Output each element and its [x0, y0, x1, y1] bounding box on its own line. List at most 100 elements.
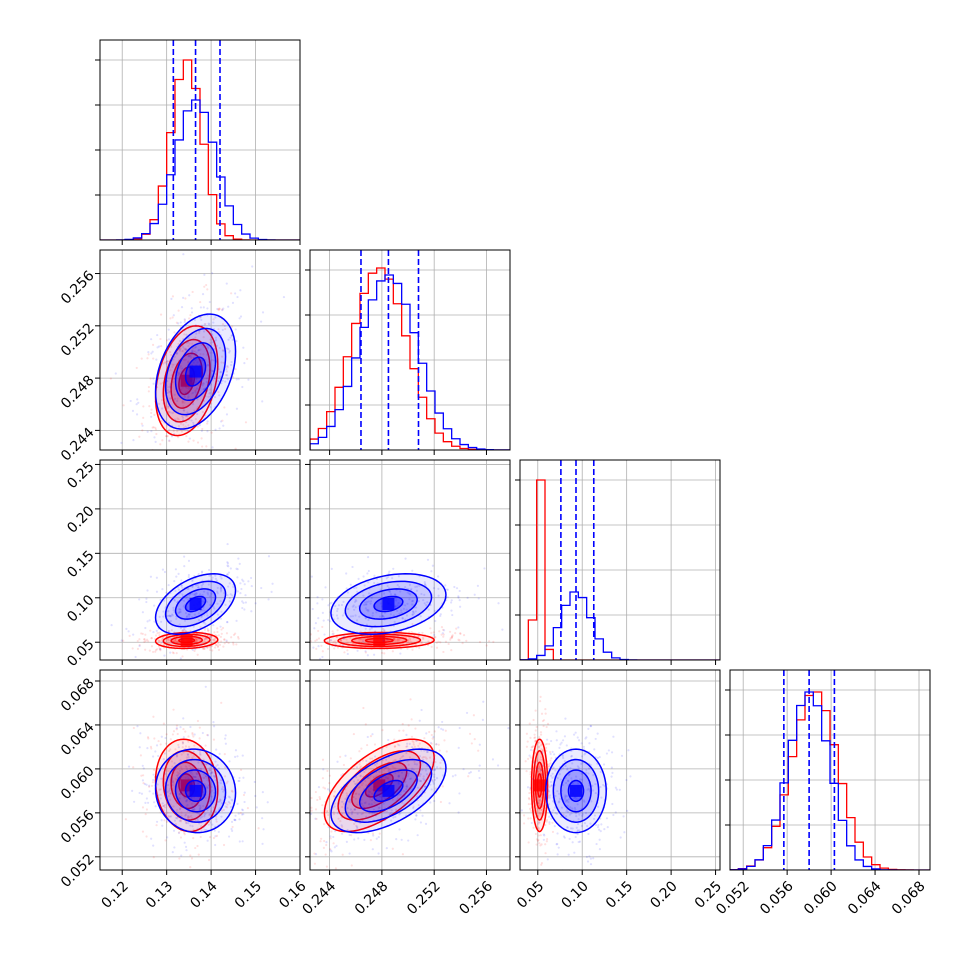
- sample-point: [198, 808, 201, 811]
- sample-point: [540, 808, 543, 812]
- sample-point: [154, 650, 157, 653]
- sample-point: [407, 641, 411, 644]
- sample-point: [540, 712, 544, 715]
- sample-point: [577, 766, 580, 769]
- sample-point: [241, 754, 244, 757]
- sample-point: [350, 811, 354, 814]
- sample-point: [566, 826, 569, 829]
- sample-point: [350, 813, 353, 816]
- sample-point: [334, 867, 337, 870]
- sample-point: [415, 606, 418, 609]
- sample-point: [194, 637, 197, 641]
- sample-point: [226, 364, 229, 368]
- sample-point: [574, 731, 577, 734]
- sample-point: [356, 590, 359, 593]
- sample-point: [599, 770, 602, 774]
- sample-point: [194, 359, 197, 362]
- sample-point: [386, 777, 390, 780]
- sample-point: [232, 633, 236, 636]
- sample-point: [190, 814, 193, 817]
- sample-point: [286, 816, 288, 818]
- sample-point: [532, 826, 535, 829]
- sample-point: [233, 755, 237, 758]
- sample-point: [241, 813, 244, 816]
- sample-point: [537, 838, 540, 842]
- sample-point: [202, 335, 205, 339]
- sample-point: [181, 593, 184, 596]
- sample-point: [362, 575, 365, 578]
- sample-point: [544, 843, 547, 846]
- sample-point: [314, 853, 318, 856]
- sample-point: [169, 350, 172, 354]
- sample-point: [457, 638, 460, 641]
- sample-point: [179, 791, 182, 794]
- sample-point: [478, 776, 481, 780]
- sample-point: [580, 772, 583, 775]
- sample-point: [226, 564, 229, 567]
- sample-point: [275, 839, 277, 841]
- sample-point: [582, 745, 585, 748]
- sample-point: [376, 793, 379, 797]
- sample-point: [194, 336, 197, 339]
- sample-point: [146, 589, 149, 592]
- sample-point: [180, 814, 183, 817]
- sample-point: [168, 815, 171, 818]
- sample-point: [538, 821, 541, 824]
- sample-point: [174, 748, 177, 751]
- sample-point: [422, 777, 425, 780]
- sample-point: [186, 798, 189, 801]
- sample-point: [385, 745, 388, 748]
- sample-point: [567, 798, 571, 801]
- sample-point: [387, 572, 390, 575]
- sample-point: [205, 600, 209, 603]
- sample-point: [169, 411, 172, 414]
- sample-point: [217, 781, 220, 784]
- sample-point: [251, 265, 254, 268]
- sample-point: [583, 753, 586, 756]
- sample-point: [202, 590, 206, 593]
- sample-point: [169, 619, 173, 623]
- histogram-panel-3: 0.052 0.056 0.060 0.064 0.068: [713, 669, 931, 918]
- sample-point: [372, 834, 375, 837]
- sample-point: [408, 742, 411, 745]
- sample-point: [407, 839, 410, 842]
- sample-point: [449, 636, 452, 640]
- sample-point: [587, 767, 591, 770]
- density-core: [373, 779, 386, 792]
- sample-point: [217, 390, 220, 394]
- sample-point: [404, 557, 407, 560]
- sample-point: [387, 743, 390, 746]
- sample-point: [321, 625, 324, 629]
- sample-point: [332, 794, 336, 798]
- sample-point: [433, 799, 436, 803]
- sample-point: [228, 600, 231, 603]
- sample-point: [341, 805, 344, 809]
- sample-point: [562, 813, 565, 816]
- sample-point: [110, 624, 113, 627]
- sample-point: [187, 336, 190, 339]
- sample-point: [199, 306, 203, 309]
- sample-point: [193, 346, 197, 349]
- sample-point: [210, 644, 214, 648]
- sample-point: [253, 780, 256, 784]
- sample-point: [209, 635, 212, 638]
- sample-point: [201, 384, 204, 387]
- sample-point: [179, 339, 182, 343]
- sample-point: [563, 836, 566, 839]
- sample-point: [194, 846, 197, 850]
- sample-point: [191, 648, 194, 651]
- sample-point: [205, 445, 208, 448]
- sample-point: [195, 592, 198, 595]
- sample-point: [401, 801, 404, 804]
- sample-point: [235, 874, 237, 876]
- sample-point: [549, 752, 552, 756]
- sample-point: [303, 865, 305, 867]
- sample-point: [334, 604, 337, 608]
- sample-point: [234, 368, 237, 371]
- sample-point: [314, 808, 318, 811]
- sample-point: [317, 629, 320, 633]
- sample-point: [185, 616, 188, 619]
- sample-point: [539, 771, 542, 774]
- sample-point: [578, 840, 582, 843]
- sample-point: [548, 750, 552, 754]
